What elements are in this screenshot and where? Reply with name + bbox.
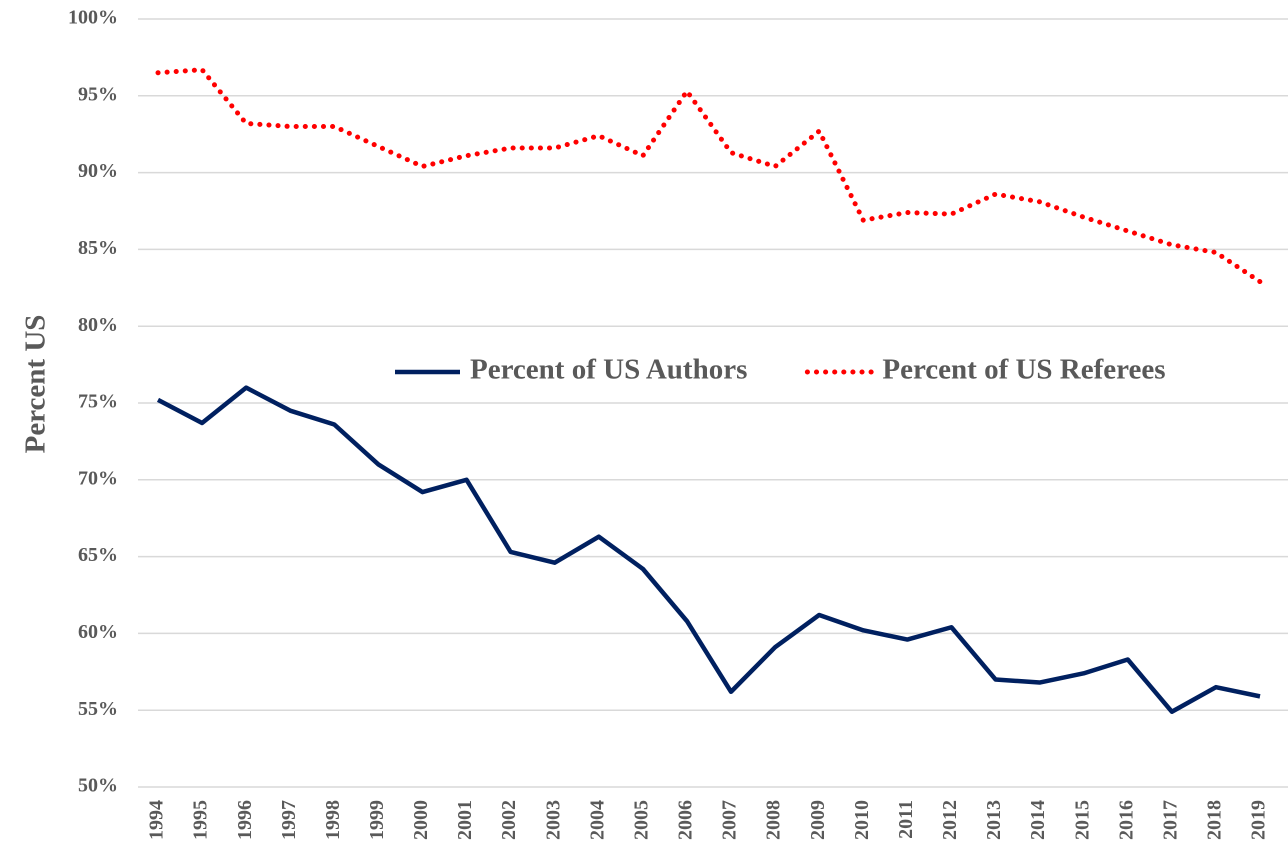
x-tick-label: 2019 — [1248, 800, 1270, 840]
x-tick-label: 2017 — [1159, 800, 1181, 840]
x-tick-label: 1995 — [190, 800, 212, 840]
x-tick-label: 2012 — [939, 800, 961, 840]
y-tick-label: 85% — [78, 237, 118, 259]
x-tick-label: 1998 — [322, 800, 344, 840]
x-tick-label: 2002 — [498, 800, 520, 840]
x-tick-label: 2006 — [675, 800, 697, 840]
x-tick-label: 2009 — [807, 800, 829, 840]
x-tick-label: 2008 — [763, 800, 785, 840]
x-tick-label: 1997 — [278, 800, 300, 840]
legend-label: Percent of US Referees — [882, 354, 1165, 386]
y-tick-label: 60% — [78, 621, 118, 643]
y-tick-label: 65% — [78, 544, 118, 566]
y-tick-label: 75% — [78, 391, 118, 413]
y-tick-label: 55% — [78, 698, 118, 720]
x-tick-label: 2010 — [851, 800, 873, 840]
x-tick-label: 2011 — [895, 800, 917, 839]
x-tick-label: 2016 — [1115, 800, 1137, 840]
x-tick-label: 1999 — [366, 800, 388, 840]
y-tick-label: 90% — [78, 160, 118, 182]
x-tick-label: 1994 — [146, 800, 168, 840]
x-tick-label: 1996 — [234, 800, 256, 840]
legend-label: Percent of US Authors — [470, 354, 747, 386]
x-tick-label: 2007 — [719, 800, 741, 840]
x-tick-label: 2018 — [1204, 800, 1226, 840]
series-line — [156, 385, 1261, 714]
y-tick-label: 50% — [78, 775, 118, 797]
x-tick-label: 2013 — [983, 800, 1005, 840]
series-line — [155, 67, 1263, 285]
y-tick-label: 100% — [68, 7, 118, 29]
y-tick-label: 70% — [78, 467, 118, 489]
x-tick-label: 2001 — [454, 800, 476, 840]
x-tick-label: 2000 — [410, 800, 432, 840]
x-tick-label: 2005 — [630, 800, 652, 840]
y-tick-label: 80% — [78, 314, 118, 336]
x-tick-label: 2015 — [1071, 800, 1093, 840]
x-tick-label: 2003 — [542, 800, 564, 840]
y-tick-label: 95% — [78, 83, 118, 105]
x-tick-label: 2004 — [586, 800, 608, 840]
y-axis-title: Percent US — [20, 315, 52, 454]
x-tick-label: 2014 — [1027, 800, 1049, 840]
